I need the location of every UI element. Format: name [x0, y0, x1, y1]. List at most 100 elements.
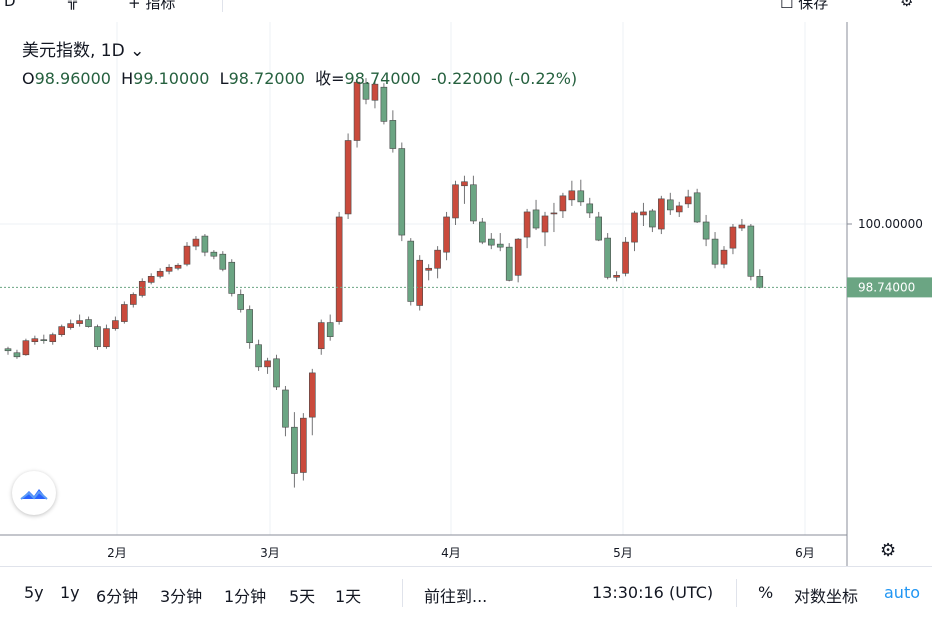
symbol-title[interactable]: 美元指数, 1D ⌄ [22, 41, 145, 61]
candle [49, 334, 57, 343]
candle [711, 238, 719, 265]
candle [577, 190, 585, 203]
chart-grid [0, 22, 847, 535]
candle [273, 358, 280, 388]
auto-scale-toggle[interactable]: auto [884, 583, 921, 602]
change-value: -0.22000 (-0.22%) [431, 69, 578, 88]
close-value: 98.74000 [344, 69, 421, 88]
candle [282, 389, 289, 428]
range-5y[interactable]: 5y [24, 583, 44, 602]
candle [67, 323, 74, 328]
candle [622, 241, 629, 274]
candle [568, 190, 576, 201]
candle [31, 338, 39, 343]
divider [736, 579, 737, 607]
candle [192, 238, 200, 247]
candle [291, 426, 298, 474]
range-5d[interactable]: 5天 [289, 587, 316, 606]
candle [407, 240, 415, 302]
candle [40, 339, 48, 341]
candle [505, 246, 513, 281]
candle [380, 86, 388, 122]
candle [103, 328, 110, 348]
candle [640, 211, 647, 216]
percent-toggle[interactable]: % [758, 583, 774, 602]
interval-button[interactable]: D [4, 0, 16, 10]
candle [353, 81, 361, 141]
candle [487, 238, 495, 246]
low-value: 98.72000 [228, 69, 305, 88]
tradingview-logo[interactable] [12, 471, 56, 515]
candle [183, 245, 191, 265]
price-chart[interactable]: 98.74000 100.00000 2月 3月 4月 5月 6月 [0, 0, 932, 566]
candle [228, 261, 236, 294]
candle [130, 294, 137, 305]
toolbar-divider [222, 0, 223, 12]
settings-gear-icon[interactable]: ⚙ [900, 0, 914, 10]
candle [443, 216, 450, 253]
candle [729, 226, 737, 249]
candlestick-series [4, 78, 764, 488]
candle [255, 344, 262, 368]
candle [550, 212, 558, 215]
candle [559, 195, 567, 212]
last-price-badge [847, 277, 932, 298]
candle [4, 348, 12, 352]
log-scale-toggle[interactable]: 对数坐标 [794, 587, 859, 606]
time-axis-label: 6月 [795, 546, 815, 560]
time-axis-label: 4月 [441, 546, 461, 560]
bottom-toolbar: 5y 1y 6分钟 3分钟 1分钟 5天 1天 前往到... 13:30:16 … [0, 566, 932, 623]
clock-timezone[interactable]: 13:30:16 (UTC) [592, 583, 714, 602]
candle [693, 192, 701, 223]
candle [532, 209, 540, 229]
candle [702, 221, 710, 240]
candle [675, 205, 683, 213]
time-axis-label: 2月 [107, 546, 127, 560]
range-6min[interactable]: 6分钟 [96, 587, 139, 606]
candle [613, 275, 620, 278]
candle [541, 215, 549, 233]
range-1y[interactable]: 1y [60, 583, 80, 602]
save-button[interactable]: ☐ 保存 [780, 0, 829, 12]
candles-icon[interactable]: ╬ [68, 0, 78, 10]
candle [174, 264, 182, 269]
candle [264, 360, 271, 368]
cloud-logo-icon [20, 489, 48, 500]
candle [246, 309, 253, 344]
candle [219, 253, 227, 270]
range-1min[interactable]: 1分钟 [224, 587, 267, 606]
candle [604, 237, 611, 278]
candle [586, 203, 594, 214]
candle [434, 249, 441, 269]
candle [201, 235, 209, 253]
candle [684, 196, 692, 205]
candle [479, 221, 486, 243]
candle [649, 210, 656, 228]
candle [344, 140, 352, 215]
chart-settings-gear-icon[interactable]: ⚙ [880, 540, 897, 561]
time-axis-labels: 2月 3月 4月 5月 6月 [107, 546, 815, 560]
candle [666, 199, 674, 211]
candle [452, 184, 459, 219]
candle [121, 304, 128, 322]
goto-date-button[interactable]: 前往到... [424, 587, 488, 606]
top-toolbar: D ╬ + 指标 ☐ 保存 ⚙ [0, 0, 932, 12]
candle [595, 216, 603, 241]
range-3min[interactable]: 3分钟 [160, 587, 203, 606]
candle [371, 83, 379, 101]
candle [631, 212, 638, 243]
candle [147, 276, 155, 283]
indicators-button[interactable]: + 指标 [128, 0, 176, 12]
price-tick-label: 100.00000 [858, 217, 923, 231]
range-1d[interactable]: 1天 [335, 587, 362, 606]
candle [398, 148, 406, 236]
candle [738, 224, 746, 229]
candle [317, 322, 325, 350]
candle [461, 181, 468, 187]
candle [22, 340, 30, 356]
candle [514, 238, 522, 276]
chevron-down-icon[interactable]: ⌄ [130, 41, 145, 61]
time-axis-label: 3月 [260, 546, 280, 560]
time-axis-label: 5月 [613, 546, 633, 560]
candle [470, 184, 477, 222]
